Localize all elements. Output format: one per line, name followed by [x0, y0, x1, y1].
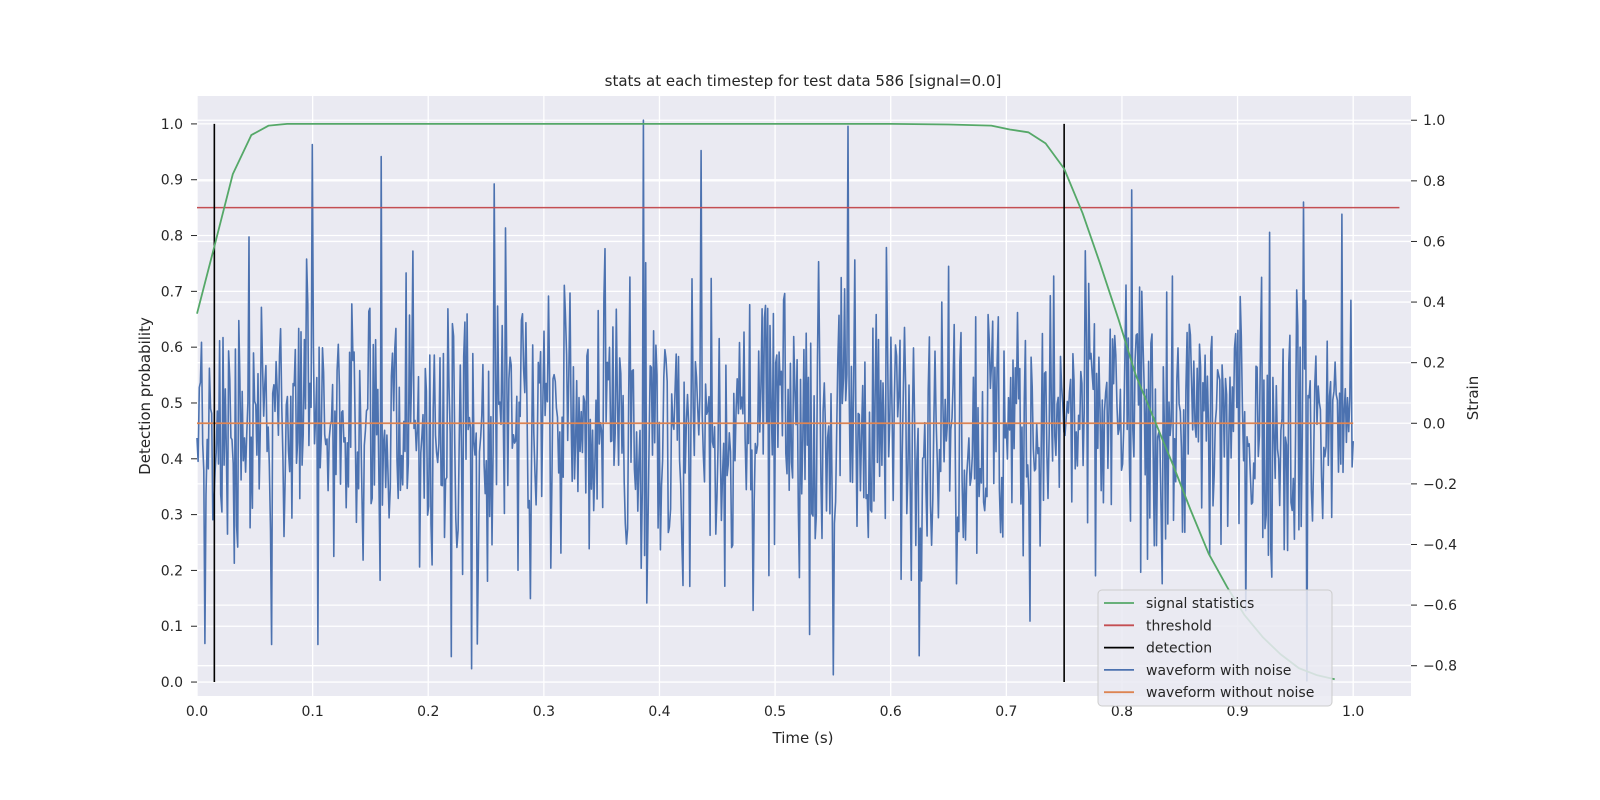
- y2-tick-label: 0.0: [1423, 416, 1445, 432]
- x-tick-label: 0.5: [764, 704, 786, 720]
- y2-tick-label: 0.6: [1423, 234, 1445, 250]
- x-tick-label: 0.9: [1226, 704, 1248, 720]
- x-tick-label: 0.3: [533, 704, 555, 720]
- x-tick-label: 0.6: [880, 704, 902, 720]
- x-tick-label: 0.8: [1111, 704, 1133, 720]
- y-tick-label: 1.0: [161, 117, 183, 133]
- y-tick-label: 0.9: [161, 173, 183, 189]
- y2-tick-label: −0.8: [1423, 659, 1457, 675]
- y2-axis-label: Strain: [1464, 376, 1482, 420]
- chart-title: stats at each timestep for test data 586…: [605, 72, 1002, 90]
- y-tick-label: 0.0: [161, 675, 183, 691]
- y-axis-label: Detection probability: [136, 317, 154, 475]
- y2-tick-label: 0.2: [1423, 356, 1445, 372]
- y-tick-label: 0.8: [161, 229, 183, 245]
- y-tick-label: 0.7: [161, 284, 183, 300]
- x-axis: 0.0 0.1 0.2 0.3 0.4 0.5 0.6 0.7 0.8 0.9 1.0: [186, 704, 1364, 720]
- y2-tick-label: −0.4: [1423, 537, 1457, 553]
- legend-label: threshold: [1146, 618, 1212, 634]
- x-tick-label: 0.2: [417, 704, 439, 720]
- y-axis-right: −0.8 −0.6 −0.4 −0.2 0.0 0.2 0.4 0.6 0.8 1.0: [1411, 113, 1457, 675]
- x-tick-label: 1.0: [1342, 704, 1364, 720]
- y-axis-left: 0.0 0.1 0.2 0.3 0.4 0.5 0.6 0.7 0.8 0.9 1.0: [161, 117, 197, 691]
- x-tick-label: 0.7: [995, 704, 1017, 720]
- y2-tick-label: −0.6: [1423, 598, 1457, 614]
- legend: signal statistics threshold detection wavef…: [1097, 589, 1333, 707]
- x-axis-label: Time (s): [772, 729, 834, 747]
- legend-box: [1097, 589, 1333, 707]
- x-tick-label: 0.0: [186, 704, 208, 720]
- legend-label: waveform with noise: [1146, 663, 1291, 679]
- x-tick-label: 0.4: [648, 704, 670, 720]
- series-waveform-with-noise: [196, 119, 1354, 682]
- y-tick-label: 0.1: [161, 619, 183, 635]
- x-tick-label: 0.1: [301, 704, 323, 720]
- y2-tick-label: 1.0: [1423, 113, 1445, 129]
- legend-label: detection: [1146, 641, 1212, 657]
- y-tick-label: 0.2: [161, 563, 183, 579]
- y2-tick-label: 0.4: [1423, 295, 1445, 311]
- legend-label: signal statistics: [1146, 596, 1254, 612]
- y-tick-label: 0.6: [161, 340, 183, 356]
- y-tick-label: 0.4: [161, 452, 183, 468]
- legend-label: waveform without noise: [1146, 685, 1314, 701]
- y2-tick-label: 0.8: [1423, 174, 1445, 190]
- y-tick-label: 0.3: [161, 508, 183, 524]
- y-tick-label: 0.5: [161, 396, 183, 412]
- y2-tick-label: −0.2: [1423, 477, 1457, 493]
